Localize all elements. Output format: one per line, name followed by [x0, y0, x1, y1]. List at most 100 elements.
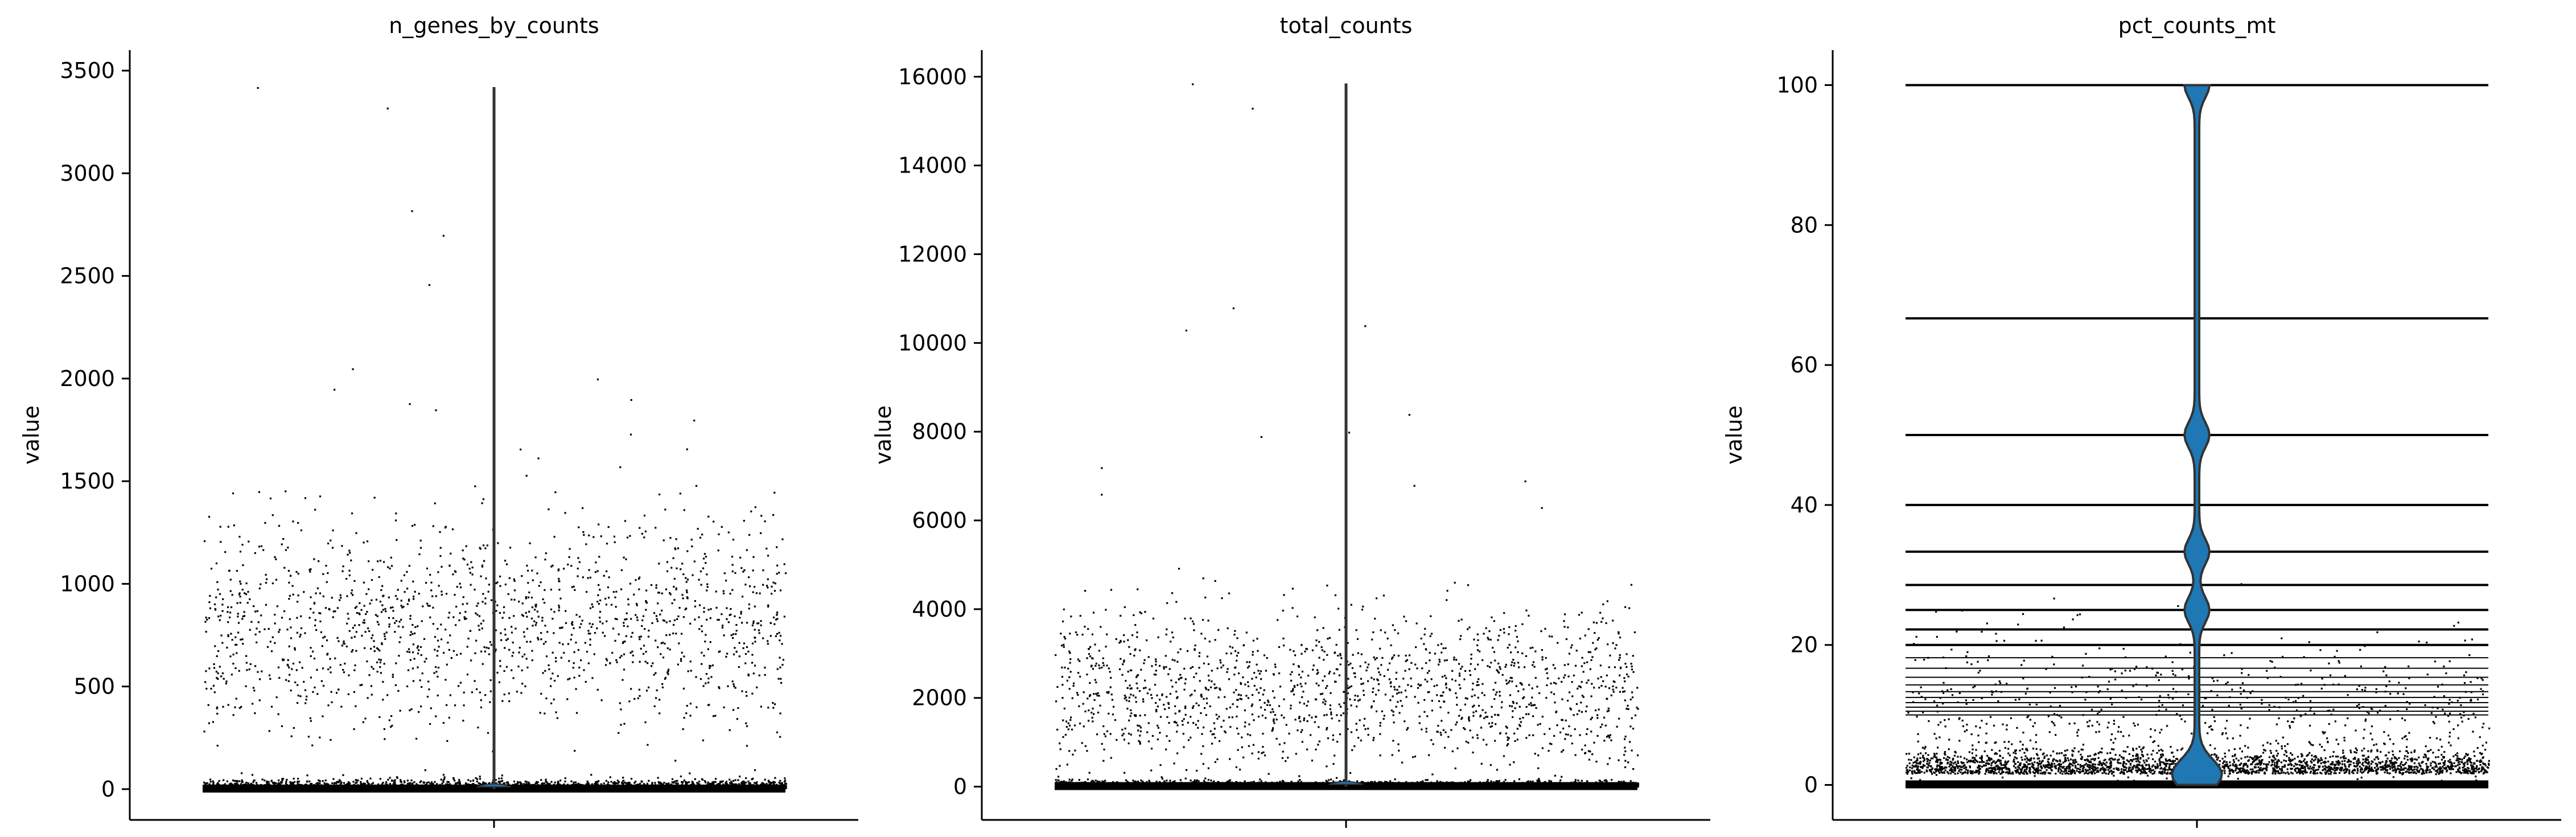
data-point — [564, 512, 566, 514]
data-point — [571, 586, 573, 588]
data-point — [752, 591, 754, 593]
data-point — [698, 604, 701, 606]
data-point — [640, 647, 642, 650]
data-point — [1518, 778, 1521, 781]
data-point — [715, 778, 717, 780]
data-point — [442, 779, 445, 782]
data-point — [394, 631, 396, 633]
data-point — [277, 666, 280, 668]
data-point — [372, 569, 374, 571]
data-point — [682, 616, 685, 618]
data-point — [409, 618, 411, 620]
data-point — [376, 621, 378, 623]
data-point — [287, 680, 290, 682]
data-point — [463, 616, 466, 618]
data-point — [409, 615, 411, 617]
data-point — [269, 497, 272, 500]
data-point — [660, 642, 662, 645]
data-point — [421, 620, 423, 622]
data-point — [643, 536, 645, 539]
data-point — [645, 651, 647, 653]
data-point — [388, 596, 390, 598]
data-point — [442, 651, 445, 654]
data-point — [672, 632, 674, 635]
data-point — [1503, 781, 1505, 783]
data-point — [397, 589, 399, 591]
data-point — [466, 602, 468, 605]
data-point — [541, 619, 544, 622]
data-point — [250, 621, 253, 623]
data-point — [1386, 781, 1388, 783]
data-point — [400, 636, 402, 639]
data-point — [677, 615, 680, 618]
data-point — [769, 622, 772, 624]
data-point — [455, 605, 458, 608]
data-point — [216, 707, 218, 709]
data-point — [318, 779, 320, 782]
data-point — [275, 782, 277, 784]
data-point — [432, 525, 434, 527]
data-point — [629, 433, 632, 436]
data-point — [293, 777, 295, 780]
data-point — [1328, 779, 1330, 781]
data-point — [573, 662, 575, 664]
data-point — [761, 782, 763, 784]
data-point — [762, 584, 764, 586]
data-point — [242, 564, 244, 567]
data-point — [1071, 778, 1073, 781]
data-point — [342, 668, 344, 671]
data-point — [1244, 780, 1246, 782]
data-point — [772, 707, 775, 709]
data-point — [713, 781, 715, 783]
y-tick-label: 3000 — [60, 161, 115, 186]
data-point — [222, 705, 224, 708]
data-point — [507, 638, 509, 640]
data-point — [529, 542, 531, 544]
data-point — [296, 631, 298, 634]
data-point — [727, 531, 730, 534]
data-point — [264, 628, 266, 630]
data-point — [662, 783, 664, 785]
data-point — [484, 547, 487, 549]
data-point — [563, 651, 565, 654]
data-point — [476, 780, 478, 782]
data-point — [221, 604, 224, 606]
data-point — [228, 616, 231, 618]
data-point — [315, 592, 317, 594]
data-point — [638, 588, 640, 590]
data-point — [525, 783, 528, 785]
data-point — [619, 466, 622, 469]
data-point — [367, 697, 369, 699]
data-point — [685, 608, 688, 610]
data-point — [376, 671, 378, 673]
data-point — [501, 617, 504, 619]
data-point — [348, 630, 351, 632]
data-point — [375, 598, 378, 601]
data-point — [479, 547, 481, 549]
data-point — [784, 779, 787, 782]
data-point — [686, 782, 688, 785]
data-point — [730, 781, 733, 783]
data-point — [571, 621, 574, 623]
data-point — [664, 676, 666, 679]
data-point — [315, 629, 318, 631]
data-point — [627, 598, 629, 601]
data-point — [389, 567, 391, 570]
data-point — [1078, 779, 1080, 781]
data-point — [331, 782, 334, 785]
data-point — [598, 602, 600, 605]
data-point — [1389, 780, 1392, 782]
data-point — [383, 633, 386, 635]
data-point — [312, 691, 314, 693]
data-point — [770, 593, 773, 595]
data-point — [738, 655, 740, 658]
data-point — [767, 605, 769, 608]
data-point — [227, 611, 229, 613]
data-point — [1538, 778, 1540, 780]
data-point — [589, 576, 591, 578]
data-point — [271, 636, 274, 638]
data-point — [721, 624, 724, 627]
data-point — [283, 659, 285, 661]
data-point — [527, 596, 530, 598]
data-point — [338, 688, 340, 691]
